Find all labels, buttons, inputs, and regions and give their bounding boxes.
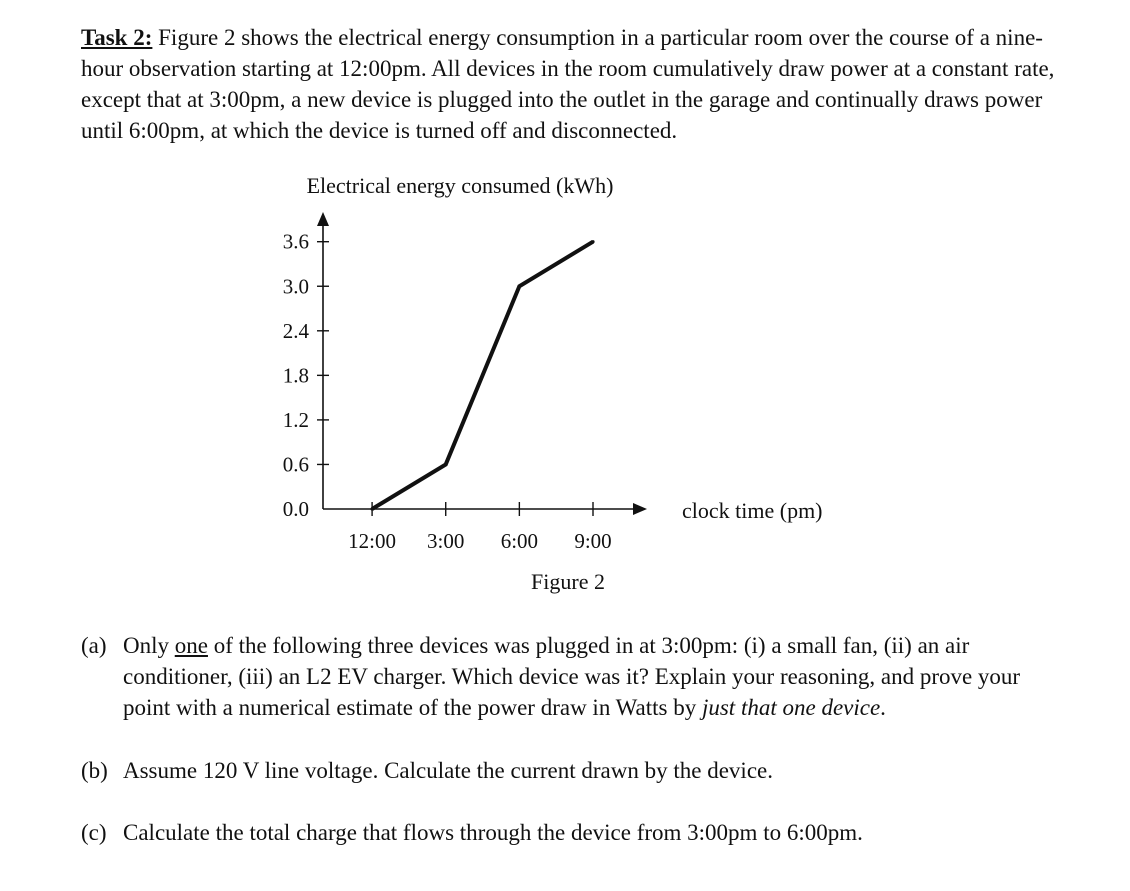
task-intro: Task 2: Figure 2 shows the electrical en… <box>81 22 1066 146</box>
x-ticks: 12:00 3:00 6:00 9:00 <box>348 502 612 553</box>
question-a: (a) Only one of the following three devi… <box>81 630 1066 723</box>
y-axis-arrow <box>317 212 329 226</box>
y-tick-label: 2.4 <box>283 319 310 343</box>
question-b-text: Assume 120 V line voltage. Calculate the… <box>123 758 773 783</box>
question-a-italic: just that one device <box>701 695 881 720</box>
question-c-text: Calculate the total charge that flows th… <box>123 820 863 845</box>
question-a-text-3: . <box>880 695 886 720</box>
figure-caption: Figure 2 <box>531 569 605 594</box>
question-a-label: (a) <box>81 633 107 658</box>
y-axis-label: Electrical energy consumed (kWh) <box>307 173 614 198</box>
x-axis-arrow <box>633 503 647 515</box>
y-tick-label: 3.0 <box>283 274 309 298</box>
question-c: (c) Calculate the total charge that flow… <box>81 817 1066 848</box>
energy-data-point <box>370 507 374 511</box>
y-tick-label: 1.8 <box>283 363 309 387</box>
x-tick-label: 9:00 <box>574 529 611 553</box>
x-tick-label: 6:00 <box>501 529 538 553</box>
task-label: Task 2: <box>81 25 153 50</box>
question-b-label: (b) <box>81 758 108 783</box>
series-group <box>370 239 595 511</box>
energy-series-line <box>371 239 595 511</box>
energy-data-point <box>591 240 595 244</box>
question-a-text-1: Only <box>123 633 175 658</box>
y-tick-label: 0.6 <box>283 452 309 476</box>
energy-data-point <box>517 284 521 288</box>
x-axis-label: clock time (pm) <box>682 498 823 523</box>
y-ticks: 0.0 0.6 1.2 1.8 2.4 3.0 3.6 <box>283 230 329 521</box>
question-a-emphasis-one: one <box>174 633 208 658</box>
question-c-label: (c) <box>81 820 107 845</box>
y-tick-label: 3.6 <box>283 230 309 254</box>
x-tick-label: 12:00 <box>348 529 396 553</box>
y-tick-label: 1.2 <box>283 408 309 432</box>
question-a-text-2: of the following three devices was plugg… <box>123 633 1021 720</box>
y-tick-label: 0.0 <box>283 497 309 521</box>
energy-data-point <box>444 462 448 467</box>
x-tick-label: 3:00 <box>427 529 464 553</box>
question-b: (b) Assume 120 V line voltage. Calculate… <box>81 755 1066 786</box>
task-intro-text: Figure 2 shows the electrical energy con… <box>81 25 1055 143</box>
question-a-text: Only one of the following three devices … <box>123 630 1066 723</box>
